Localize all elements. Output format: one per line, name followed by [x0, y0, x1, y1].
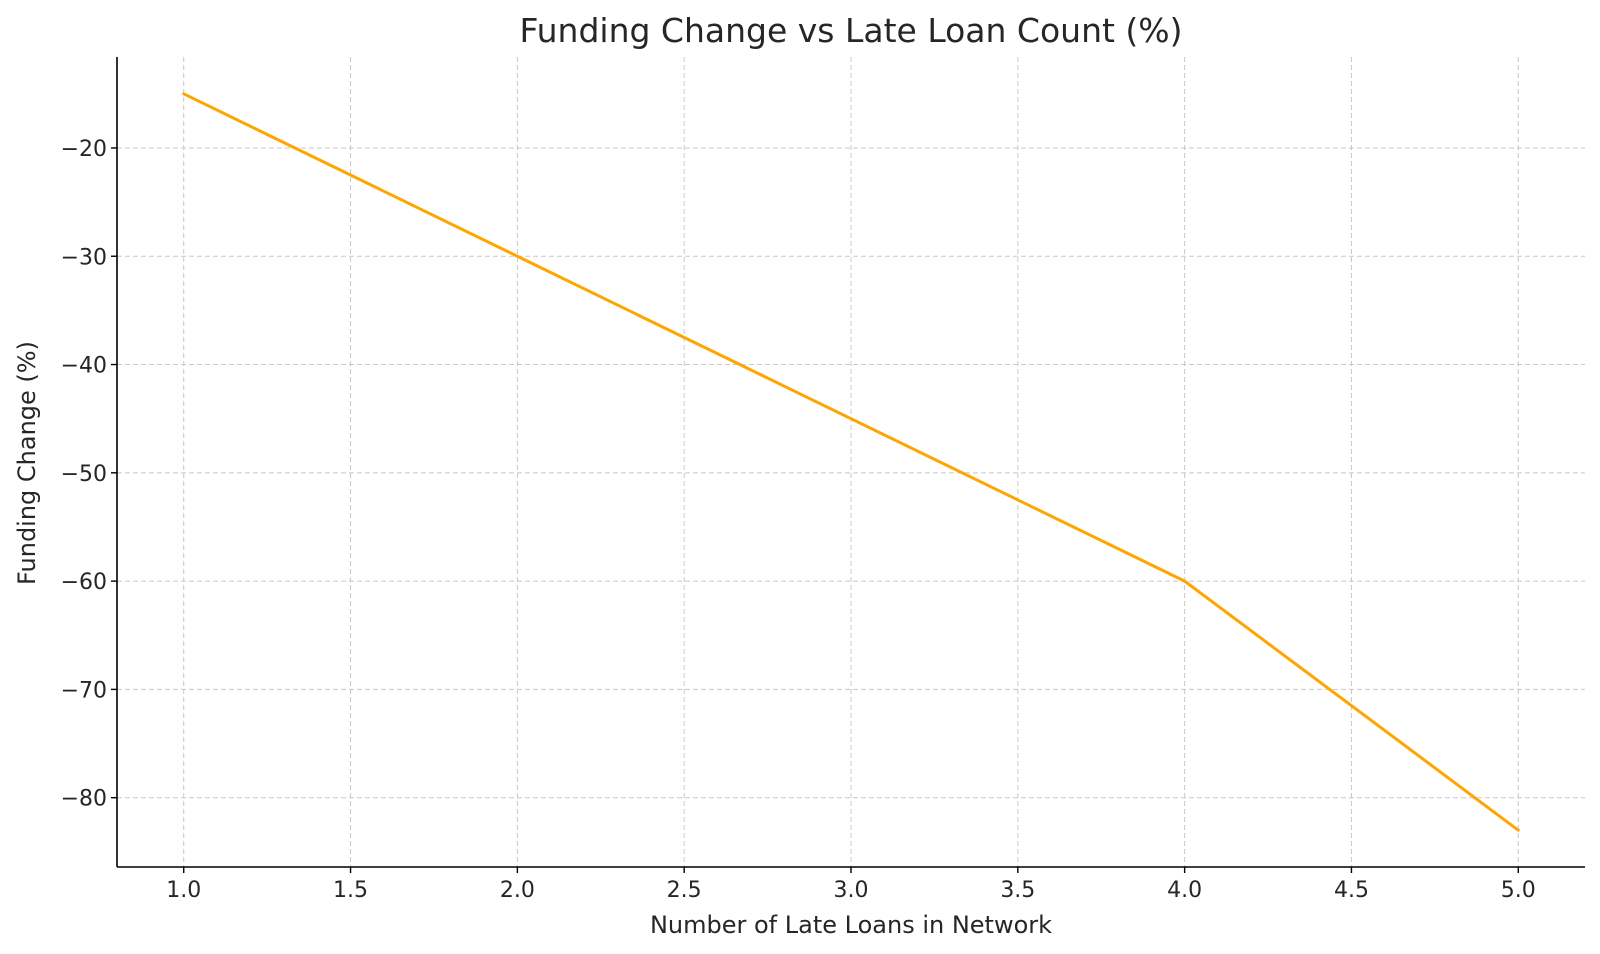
x-tick-label: 4.5 [1334, 878, 1369, 903]
x-tick-label: 1.5 [333, 878, 368, 903]
x-tick-label: 5.0 [1501, 878, 1536, 903]
series [182, 92, 1520, 832]
y-tick-label: −40 [61, 354, 107, 379]
x-tick-label: 1.0 [166, 878, 201, 903]
series-line [182, 92, 1520, 832]
x-axis-label: Number of Late Loans in Network [650, 911, 1052, 939]
y-tick-label: −70 [61, 678, 107, 703]
y-tick-label: −20 [61, 137, 107, 162]
x-tick-label: 2.5 [667, 878, 702, 903]
x-tick-label: 4.0 [1167, 878, 1202, 903]
y-tick-label: −80 [61, 787, 107, 812]
x-tick-label: 3.5 [1000, 878, 1035, 903]
grid [117, 57, 1585, 867]
x-tick-label: 3.0 [834, 878, 869, 903]
ticks: 1.0 1.5 2.0 2.5 3.0 3.5 4.0 4.5 5.0 −20 −30 −40 −50 −… [61, 137, 1536, 903]
x-tick-label: 2.0 [500, 878, 535, 903]
y-tick-label: −60 [61, 570, 107, 595]
y-tick-label: −30 [61, 245, 107, 270]
y-axis-label: Funding Change (%) [13, 341, 41, 585]
chart-title: Funding Change vs Late Loan Count (%) [519, 11, 1182, 50]
y-tick-label: −50 [61, 462, 107, 487]
